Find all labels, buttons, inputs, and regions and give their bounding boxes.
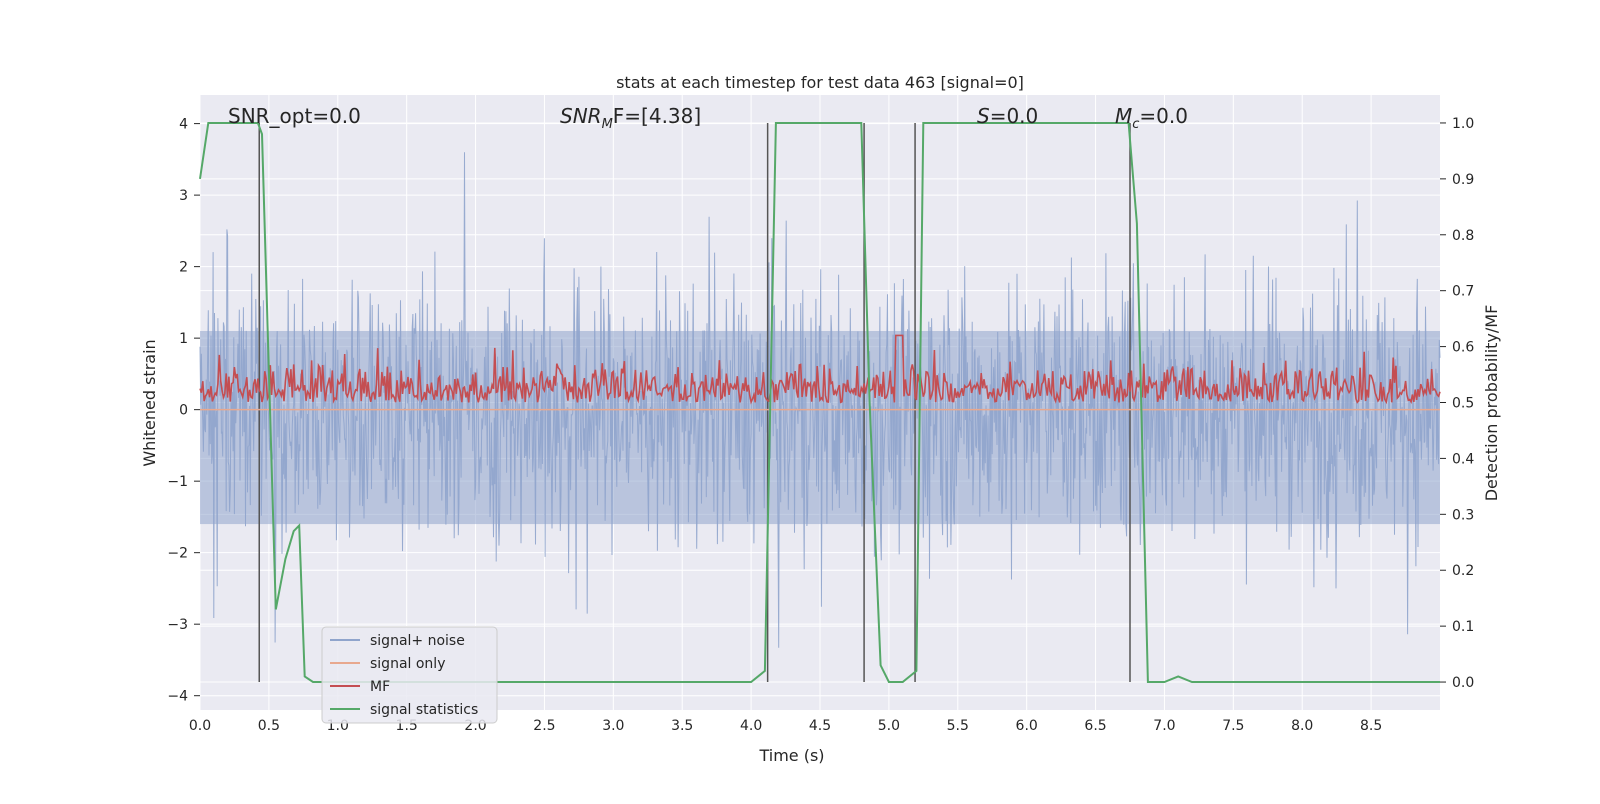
noise-series xyxy=(199,152,1441,648)
y-right-tick-label: 0.3 xyxy=(1452,507,1474,523)
y-left-tick-label: 3 xyxy=(179,188,188,204)
y-right-tick-label: 0.6 xyxy=(1452,340,1474,356)
mf-line xyxy=(199,334,1441,405)
signal-statistics-line xyxy=(199,122,1440,683)
x-tick-label: 3.5 xyxy=(671,718,693,734)
y-left-tick-label: 4 xyxy=(179,117,188,133)
mc-annotation: Mc=0.0 xyxy=(1115,104,1188,132)
y-right-tick-label: 0.1 xyxy=(1452,619,1474,635)
x-tick-label: 5.0 xyxy=(878,718,900,734)
x-tick-label: 3.0 xyxy=(602,718,624,734)
x-tick-label: 8.0 xyxy=(1291,718,1313,734)
legend-label-mf: MF xyxy=(370,679,390,695)
y-axis-label-right: Detection probability/MF xyxy=(1482,305,1501,502)
x-tick-label: 0.0 xyxy=(189,718,211,734)
vertical-markers xyxy=(258,122,1131,683)
y-right-tick-label: 0.8 xyxy=(1452,228,1474,244)
s-annotation: S=0.0 xyxy=(977,104,1038,128)
y-left-tick-label: 0 xyxy=(179,403,188,419)
legend-label-signal-only: signal only xyxy=(370,656,445,672)
y-left-tick-label: −1 xyxy=(167,474,188,490)
x-tick-label: 5.5 xyxy=(947,718,969,734)
y-left-tick-label: 1 xyxy=(179,331,188,347)
signal-noise-band xyxy=(200,330,1440,525)
x-tick-label: 7.0 xyxy=(1153,718,1175,734)
y-left-tick-label: −2 xyxy=(167,546,188,562)
legend-box xyxy=(321,626,498,724)
x-tick-label: 4.0 xyxy=(740,718,762,734)
y-right-tick-label: 0.0 xyxy=(1452,675,1474,691)
x-tick-label: 4.5 xyxy=(809,718,831,734)
x-tick-label: 0.5 xyxy=(258,718,280,734)
x-axis-label: Time (s) xyxy=(758,746,824,765)
chart-title: stats at each timestep for test data 463… xyxy=(616,73,1024,92)
x-tick-label: 7.5 xyxy=(1222,718,1244,734)
legend-label-signal-statistics: signal statistics xyxy=(370,702,478,718)
snr-opt-annotation: SNR_opt=0.0 xyxy=(228,104,361,128)
y-left-tick-label: −3 xyxy=(167,617,188,633)
line-series xyxy=(199,122,1441,683)
y-right-tick-label: 0.4 xyxy=(1452,451,1474,467)
x-tick-label: 6.0 xyxy=(1016,718,1038,734)
y-right-tick-label: 1.0 xyxy=(1452,116,1474,132)
y-left-tick-label: −4 xyxy=(167,689,188,705)
y-right-tick-label: 0.5 xyxy=(1452,396,1474,412)
legend: signal+ noise signal only MF signal stat… xyxy=(321,626,498,724)
y-right-tick-label: 0.9 xyxy=(1452,172,1474,188)
y-left-tick-label: 2 xyxy=(179,260,188,276)
y-axis-label-left: Whitened strain xyxy=(140,339,159,466)
x-tick-label: 6.5 xyxy=(1084,718,1106,734)
y-right-tick-label: 0.2 xyxy=(1452,563,1474,579)
x-tick-label: 8.5 xyxy=(1360,718,1382,734)
y-right-tick-label: 0.7 xyxy=(1452,284,1474,300)
snr-mf-annotation: SNRMF=[4.38] xyxy=(560,104,701,132)
legend-label-signal-noise: signal+ noise xyxy=(370,633,465,649)
x-tick-label: 2.5 xyxy=(533,718,555,734)
